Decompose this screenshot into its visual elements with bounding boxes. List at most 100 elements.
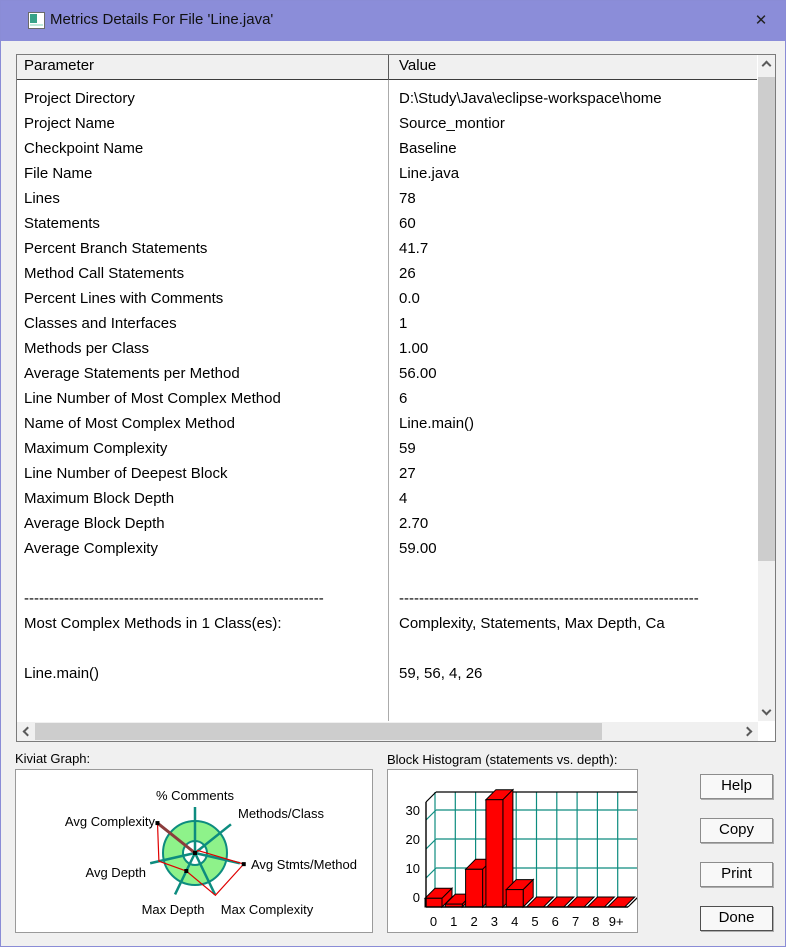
- table-header: Parameter Value: [17, 55, 757, 80]
- vertical-scrollbar-thumb[interactable]: [758, 77, 775, 561]
- row-parameter: Average Block Depth: [24, 515, 165, 532]
- row-value: 1: [399, 315, 408, 332]
- kiviat-radar-chart: % Comments Methods/Class Avg Stmts/Metho…: [65, 788, 357, 917]
- table-row: Maximum Block Depth 4: [17, 486, 757, 511]
- histogram-xtick-label: 8: [592, 914, 599, 929]
- row-parameter: Average Statements per Method: [24, 365, 240, 382]
- row-parameter: Classes and Interfaces: [24, 315, 177, 332]
- row-value: 56.00: [399, 365, 437, 382]
- row-value: 60: [399, 215, 416, 232]
- row-parameter: Method Call Statements: [24, 265, 185, 282]
- row-value: 59: [399, 440, 416, 457]
- row-value: 2.70: [399, 515, 429, 532]
- vertical-scrollbar[interactable]: [758, 55, 775, 721]
- kiviat-axis-label-avg-complexity: Avg Complexity: [65, 814, 156, 829]
- row-value: [399, 561, 757, 586]
- table-row: Method Call Statements 26: [17, 261, 757, 286]
- horizontal-scrollbar-thumb[interactable]: [35, 723, 602, 740]
- table-body: Project Directory D:\Study\Java\eclipse-w…: [17, 81, 757, 721]
- histogram-ytick-label: 0: [413, 890, 420, 905]
- table-row: Line Number of Most Complex Method 6: [17, 386, 757, 411]
- chevron-down-icon: [761, 705, 772, 716]
- table-row: Lines 78: [17, 186, 757, 211]
- scroll-right-button[interactable]: [741, 723, 758, 740]
- row-value: Complexity, Statements, Max Depth, Ca: [399, 615, 665, 632]
- column-divider-header: [388, 55, 389, 80]
- print-button[interactable]: Print: [700, 862, 773, 887]
- histogram-xtick-label: 5: [531, 914, 538, 929]
- title-bar[interactable]: Metrics Details For File 'Line.java' ✕: [1, 1, 785, 41]
- table-row: Project Directory D:\Study\Java\eclipse-w…: [17, 86, 757, 111]
- column-divider: [388, 55, 389, 721]
- kiviat-axis-label-methods-class: Methods/Class: [238, 806, 324, 821]
- histogram-ytick-label: 10: [406, 861, 420, 876]
- kiviat-axis-label-avg-depth: Avg Depth: [86, 865, 146, 880]
- chevron-up-icon: [761, 60, 772, 71]
- histogram-xtick-label: 1: [450, 914, 457, 929]
- chevron-left-icon: [22, 726, 33, 737]
- chevron-right-icon: [742, 726, 753, 737]
- row-parameter: Percent Branch Statements: [24, 240, 208, 257]
- row-parameter: Name of Most Complex Method: [24, 415, 235, 432]
- help-button[interactable]: Help: [700, 774, 773, 799]
- row-value: 4: [399, 490, 408, 507]
- app-icon-glyph: [30, 14, 37, 23]
- row-value: Baseline: [399, 140, 457, 157]
- table-row: Statements 60: [17, 211, 757, 236]
- row-parameter: [24, 636, 386, 661]
- table-row: [17, 636, 757, 661]
- table-row: Methods per Class 1.00: [17, 336, 757, 361]
- scroll-up-button[interactable]: [758, 55, 775, 72]
- histogram-ytick-label: 20: [406, 832, 420, 847]
- table-row: File Name Line.java: [17, 161, 757, 186]
- column-header-parameter: Parameter: [24, 57, 95, 74]
- table-row: Average Complexity 59.00: [17, 536, 757, 561]
- kiviat-axis-label-max-complexity: Max Complexity: [221, 902, 314, 917]
- kiviat-graph-panel: % Comments Methods/Class Avg Stmts/Metho…: [15, 769, 373, 933]
- row-parameter: Methods per Class: [24, 340, 150, 357]
- row-value: D:\Study\Java\eclipse-workspace\home: [399, 90, 662, 107]
- row-parameter: Project Directory: [24, 90, 135, 107]
- done-button[interactable]: Done: [700, 906, 773, 931]
- copy-button[interactable]: Copy: [700, 818, 773, 843]
- row-value: 59, 56, 4, 26: [399, 665, 483, 682]
- table-row: Line Number of Deepest Block 27: [17, 461, 757, 486]
- row-value: 26: [399, 265, 416, 282]
- kiviat-axis-label-max-depth: Max Depth: [142, 902, 205, 917]
- table-row: Checkpoint Name Baseline: [17, 136, 757, 161]
- row-value: 59.00: [399, 540, 437, 557]
- kiviat-graph-label: Kiviat Graph:: [15, 751, 91, 766]
- scroll-down-button[interactable]: [758, 704, 775, 721]
- row-value: 6: [399, 390, 408, 407]
- histogram-xtick-label: 2: [470, 914, 477, 929]
- app-icon: [28, 12, 45, 29]
- table-row: Average Statements per Method 56.00: [17, 361, 757, 386]
- row-value: 27: [399, 465, 416, 482]
- row-parameter: Project Name: [24, 115, 115, 132]
- row-parameter: Line.main(): [24, 665, 100, 682]
- row-parameter: ----------------------------------------…: [24, 590, 324, 607]
- row-parameter: [24, 561, 386, 586]
- histogram-xtick-label: 3: [491, 914, 498, 929]
- kiviat-axis-label-avg-stmts: Avg Stmts/Method: [251, 857, 357, 872]
- table-row: ----------------------------------------…: [17, 586, 757, 611]
- table-row: Project Name Source_montior: [17, 111, 757, 136]
- row-parameter: Maximum Block Depth: [24, 490, 175, 507]
- kiviat-axis-label-comments: % Comments: [156, 788, 235, 803]
- close-icon[interactable]: ✕: [754, 12, 768, 29]
- table-row: Classes and Interfaces 1: [17, 311, 757, 336]
- table-row: Percent Branch Statements 41.7: [17, 236, 757, 261]
- row-parameter: Most Complex Methods in 1 Class(es):: [24, 615, 282, 632]
- row-parameter: Average Complexity: [24, 540, 158, 557]
- table-row: Name of Most Complex Method Line.main(): [17, 411, 757, 436]
- row-parameter: Statements: [24, 215, 100, 232]
- scroll-left-button[interactable]: [17, 723, 34, 740]
- metrics-table: Parameter Value Project Directory D:\Stud…: [16, 54, 776, 742]
- histogram-xtick-label: 0: [430, 914, 437, 929]
- histogram-xtick-label: 4: [511, 914, 518, 929]
- row-value: Source_montior: [399, 115, 505, 132]
- kiviat-rings-and-spokes: [149, 807, 241, 895]
- horizontal-scrollbar[interactable]: [17, 722, 758, 741]
